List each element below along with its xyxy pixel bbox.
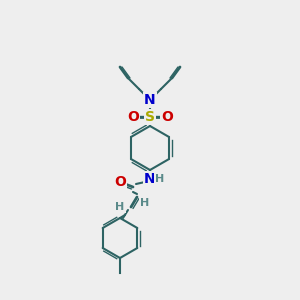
Text: N: N [144, 172, 156, 186]
Text: S: S [145, 110, 155, 124]
Text: O: O [114, 175, 126, 189]
Text: H: H [140, 198, 150, 208]
Text: O: O [127, 110, 139, 124]
Text: N: N [144, 93, 156, 107]
Text: H: H [116, 202, 124, 212]
Text: O: O [161, 110, 173, 124]
Text: H: H [155, 174, 165, 184]
